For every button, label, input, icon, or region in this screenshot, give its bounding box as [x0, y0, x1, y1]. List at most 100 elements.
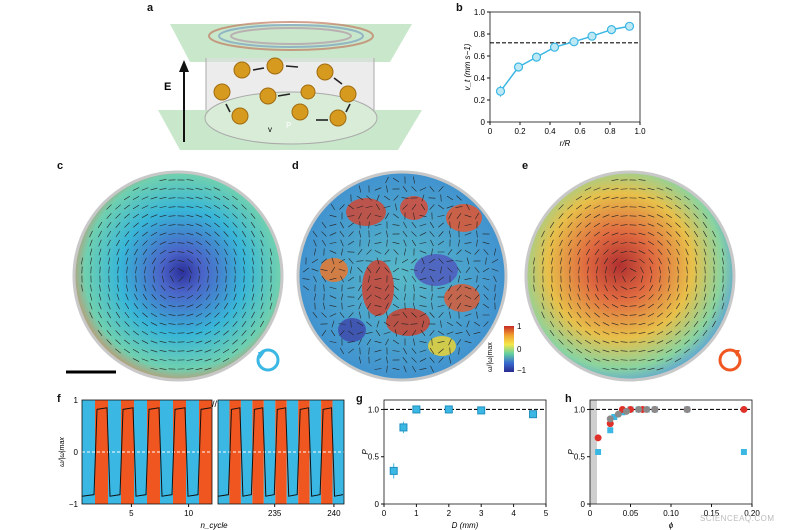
flow-arrow-170 — [161, 266, 165, 274]
flow-arrow-129 — [638, 250, 646, 254]
flow-arrow-357 — [593, 358, 601, 362]
flow-arrow-58 — [693, 213, 699, 219]
flow-arrow-32 — [602, 205, 610, 209]
flow-arrow-38 — [429, 204, 435, 210]
flow-arrow-206 — [90, 284, 92, 292]
flow-arrow-279 — [177, 314, 185, 316]
flow-arrow-44 — [115, 213, 121, 219]
flow-arrow-164 — [330, 266, 336, 274]
flow-arrow-358 — [602, 358, 610, 362]
flow-arrow-109 — [186, 241, 194, 245]
flow-arrow-345 — [593, 349, 601, 353]
flow-arrow-303 — [446, 322, 454, 326]
flow-arrow-321 — [665, 330, 673, 336]
flow-arrow-91 — [429, 231, 435, 237]
flow-arrow-63 — [576, 222, 582, 228]
flow-arrow-99 — [550, 239, 554, 247]
flow-arrow-53 — [647, 214, 655, 218]
flow-arrow-6 — [374, 187, 382, 191]
flow-arrow-303 — [223, 321, 229, 327]
flow-arrow-315 — [159, 331, 167, 335]
panel-label-d: d — [292, 160, 299, 172]
flow-arrow-250 — [329, 305, 337, 307]
flow-arrow-136 — [703, 248, 707, 256]
flow-arrow-294 — [141, 321, 149, 327]
flow-arrow-280 — [638, 313, 646, 317]
flow-arrow-30 — [356, 205, 364, 209]
flow-arrow-310 — [339, 330, 345, 336]
flow-arrow-195 — [640, 275, 644, 283]
flow-arrow-191 — [374, 277, 382, 281]
flow-arrow-307 — [260, 320, 264, 328]
flow-arrow-264 — [456, 302, 462, 310]
flow-arrow-351 — [419, 349, 427, 353]
data-point-6 — [606, 25, 617, 35]
flow-arrow-4 — [359, 185, 361, 193]
flow-arrow-107 — [168, 242, 176, 244]
flow-arrow-53 — [195, 214, 203, 218]
flow-arrow-212 — [366, 285, 372, 291]
x-axis-label: n_cycle — [200, 521, 228, 530]
flow-arrow-237 — [403, 293, 407, 301]
flow-arrow-353 — [213, 349, 221, 353]
flow-arrow-218 — [419, 286, 427, 290]
flow-arrow-126 — [159, 249, 167, 255]
flow-arrow-310 — [115, 330, 121, 336]
flow-arrow-233 — [142, 293, 148, 301]
flow-arrow-12 — [204, 187, 212, 191]
flow-arrow-12 — [656, 187, 664, 191]
flow-arrow-237 — [629, 296, 637, 298]
flow-arrow-208 — [560, 284, 562, 292]
flow-arrow-346 — [602, 349, 610, 353]
flow-arrow-192 — [162, 275, 164, 283]
flow-arrow-29 — [348, 204, 354, 210]
flow-arrow-110 — [647, 240, 655, 246]
flow-arrow-230 — [341, 293, 343, 301]
flow-arrow-162 — [311, 268, 319, 272]
flow-arrow-5 — [141, 187, 149, 191]
flow-arrow-255 — [374, 305, 382, 307]
y-tick-label-0: 0 — [581, 500, 586, 509]
flow-arrow-342 — [115, 348, 121, 354]
flow-arrow-323 — [455, 332, 463, 334]
flow-arrow-67 — [159, 223, 167, 227]
data-point-7 — [624, 21, 635, 31]
flow-arrow-96 — [476, 230, 478, 238]
flow-arrow-68 — [392, 224, 400, 226]
flow-arrow-322 — [675, 330, 681, 336]
flow-arrow-28 — [115, 204, 121, 210]
flow-arrow-354 — [674, 348, 682, 354]
flow-arrow-157 — [694, 257, 698, 265]
flow-arrow-146 — [143, 257, 147, 265]
flow-arrow-174 — [649, 266, 653, 274]
flow-arrow-53 — [419, 215, 427, 217]
flow-arrow-347 — [611, 350, 619, 352]
flow-arrow-134 — [456, 249, 462, 255]
series-1-point-7 — [740, 405, 748, 413]
flow-arrow-82 — [348, 231, 354, 237]
flow-arrow-62 — [340, 221, 344, 229]
flow-arrow-33 — [159, 205, 167, 209]
flow-arrow-123 — [357, 249, 363, 255]
flow-arrow-178 — [686, 266, 688, 274]
flow-arrow-153 — [428, 258, 436, 264]
flow-arrow-142 — [107, 257, 111, 265]
flow-arrow-167 — [357, 267, 363, 273]
flow-arrow-236 — [393, 294, 399, 300]
flow-arrow-355 — [684, 348, 690, 354]
flow-arrow-283 — [666, 312, 672, 318]
flow-arrow-226 — [270, 284, 272, 292]
flow-arrow-154 — [667, 257, 671, 265]
flow-arrow-243 — [233, 293, 237, 301]
flow-arrow-300 — [195, 322, 203, 326]
flow-arrow-56 — [223, 213, 229, 219]
flow-arrow-23 — [204, 196, 212, 200]
flow-arrow-75 — [684, 222, 690, 228]
flow-arrow-272 — [115, 311, 121, 319]
watermark: SCIENCEAQ.COM — [700, 514, 775, 523]
flow-arrow-49 — [159, 214, 167, 218]
flow-arrow-173 — [188, 266, 192, 274]
flow-arrow-329 — [358, 338, 362, 346]
flow-arrow-28 — [339, 204, 345, 210]
panel-label-b: b — [456, 2, 463, 14]
